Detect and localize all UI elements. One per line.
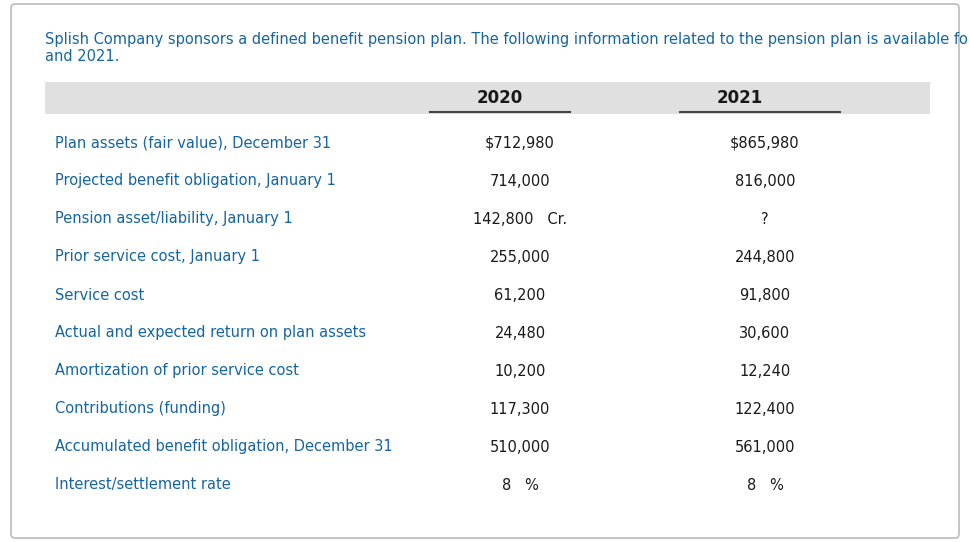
Text: 91,800: 91,800 (738, 287, 790, 302)
Text: 30,600: 30,600 (738, 326, 790, 340)
Text: Plan assets (fair value), December 31: Plan assets (fair value), December 31 (55, 136, 330, 151)
Text: 2021: 2021 (716, 89, 763, 107)
Text: ?: ? (761, 211, 768, 227)
Text: 117,300: 117,300 (489, 402, 549, 416)
Text: Splish Company sponsors a defined benefit pension plan. The following informatio: Splish Company sponsors a defined benefi… (45, 32, 969, 47)
Text: 142,800   Cr.: 142,800 Cr. (473, 211, 567, 227)
Text: 12,240: 12,240 (738, 364, 790, 378)
Text: 255,000: 255,000 (489, 249, 549, 264)
Text: Actual and expected return on plan assets: Actual and expected return on plan asset… (55, 326, 365, 340)
Bar (45, 82, 929, 114)
Text: 714,000: 714,000 (489, 173, 549, 189)
Text: Accumulated benefit obligation, December 31: Accumulated benefit obligation, December… (55, 440, 392, 455)
Text: Service cost: Service cost (55, 287, 144, 302)
Text: 2020: 2020 (477, 89, 522, 107)
Text: 244,800: 244,800 (734, 249, 795, 264)
Text: $865,980: $865,980 (730, 136, 799, 151)
Text: Pension asset/liability, January 1: Pension asset/liability, January 1 (55, 211, 293, 227)
Text: 24,480: 24,480 (494, 326, 545, 340)
Text: Projected benefit obligation, January 1: Projected benefit obligation, January 1 (55, 173, 335, 189)
Text: 510,000: 510,000 (489, 440, 549, 455)
Text: 10,200: 10,200 (494, 364, 546, 378)
Text: 122,400: 122,400 (734, 402, 795, 416)
Text: 8   %: 8 % (501, 478, 538, 493)
Text: Prior service cost, January 1: Prior service cost, January 1 (55, 249, 260, 264)
Text: Contributions (funding): Contributions (funding) (55, 402, 226, 416)
Text: 8   %: 8 % (746, 478, 783, 493)
Text: Interest/settlement rate: Interest/settlement rate (55, 478, 231, 493)
Text: and 2021.: and 2021. (45, 49, 119, 64)
Text: $712,980: $712,980 (484, 136, 554, 151)
FancyBboxPatch shape (11, 4, 958, 538)
Text: Amortization of prior service cost: Amortization of prior service cost (55, 364, 298, 378)
Text: 816,000: 816,000 (734, 173, 795, 189)
Text: 61,200: 61,200 (494, 287, 545, 302)
Text: 561,000: 561,000 (734, 440, 795, 455)
